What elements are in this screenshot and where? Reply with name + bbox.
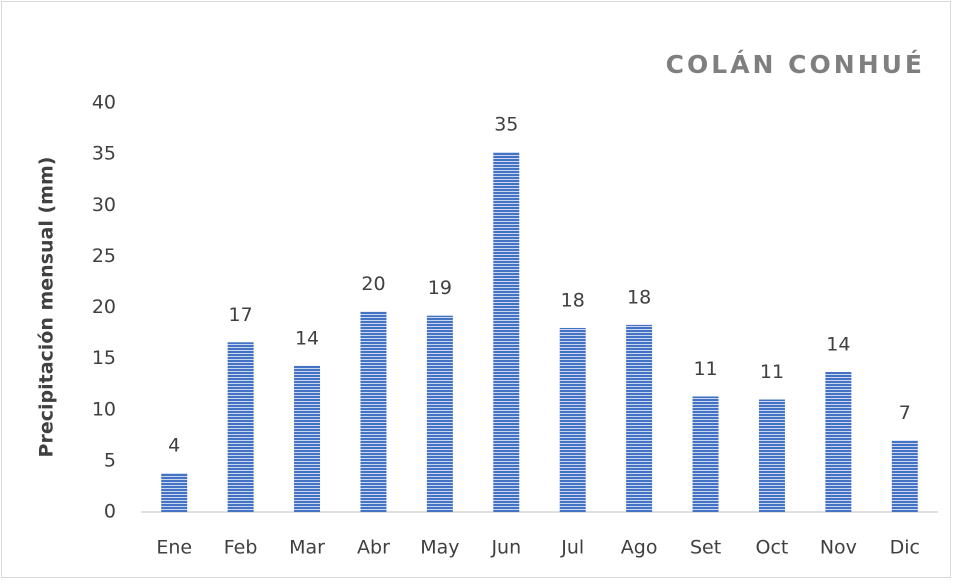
data-label: 20 — [361, 273, 385, 295]
x-tick-label: Feb — [224, 537, 258, 559]
x-tick-label: Set — [690, 537, 721, 559]
y-tick-label: 15 — [92, 347, 116, 369]
data-label: 18 — [561, 289, 585, 311]
x-tick-label: Abr — [357, 537, 390, 559]
data-label: 14 — [826, 333, 850, 355]
data-label: 18 — [627, 286, 651, 308]
x-tick-label: Nov — [820, 537, 857, 559]
bar — [626, 324, 653, 512]
x-tick-label: May — [420, 537, 459, 559]
bar — [360, 311, 387, 512]
bar — [294, 365, 321, 512]
bar — [161, 473, 188, 512]
y-axis-label: Precipitación mensual (mm) — [36, 157, 58, 458]
data-label: 7 — [899, 402, 911, 424]
x-tick-label: Jul — [560, 537, 584, 559]
data-label: 19 — [428, 277, 452, 299]
data-label: 17 — [229, 304, 253, 326]
bar — [692, 396, 719, 512]
bar — [891, 440, 918, 512]
x-tick-label: Dic — [890, 537, 920, 559]
data-label: 35 — [494, 114, 518, 136]
y-tick-label: 30 — [92, 194, 116, 216]
data-label: 14 — [295, 327, 319, 349]
y-tick-label: 0 — [104, 501, 116, 523]
bar — [758, 399, 785, 512]
y-tick-label: 10 — [92, 398, 116, 420]
chart-title: COLÁN CONHUÉ — [666, 50, 925, 79]
x-tick-label: Ene — [156, 537, 192, 559]
bar — [559, 327, 586, 512]
y-tick-label: 5 — [104, 449, 116, 471]
bar — [227, 342, 254, 512]
y-tick-label: 25 — [92, 245, 116, 267]
x-tick-label: Jun — [490, 537, 521, 559]
y-tick-label: 20 — [92, 296, 116, 318]
x-tick-label: Ago — [621, 537, 658, 559]
bar — [825, 371, 852, 512]
y-tick-label: 35 — [92, 143, 116, 165]
bar — [426, 315, 453, 512]
y-tick-label: 40 — [92, 92, 116, 114]
x-tick-label: Oct — [756, 537, 789, 559]
data-label: 4 — [168, 435, 180, 457]
bar — [493, 152, 520, 512]
x-tick-label: Mar — [289, 537, 325, 559]
data-label: 11 — [760, 361, 784, 383]
data-label: 11 — [693, 358, 717, 380]
